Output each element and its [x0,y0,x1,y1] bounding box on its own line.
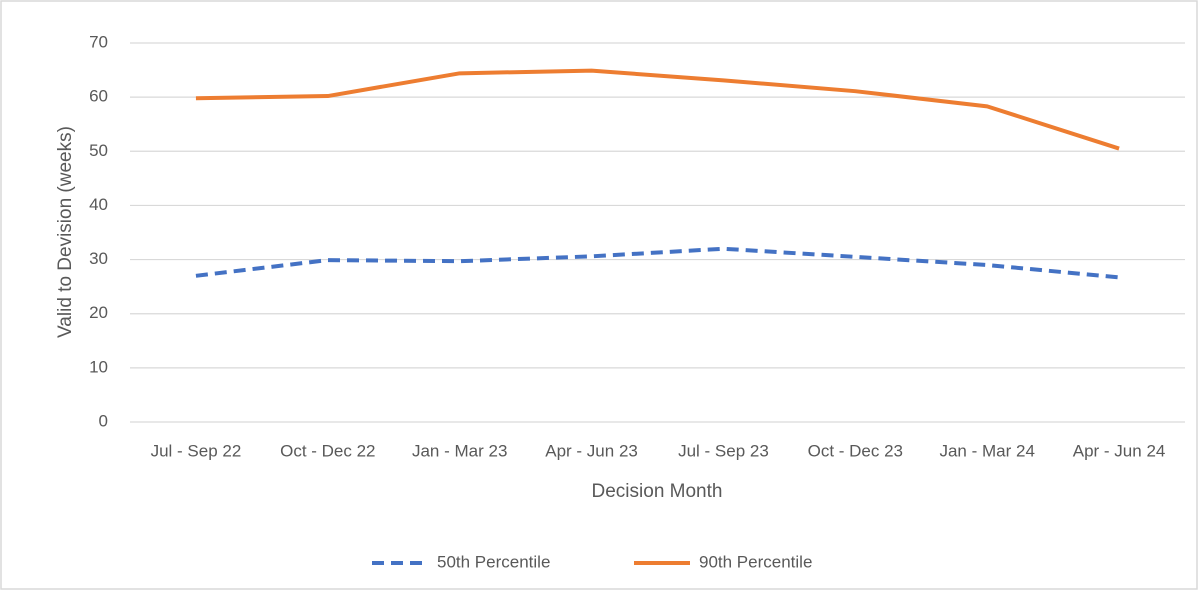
series-line [195,68,1120,151]
y-axis-title: Valid to Devision (weeks) [55,126,76,338]
x-tick-label: Jan - Mar 23 [412,441,507,460]
legend-label: 90th Percentile [699,552,812,571]
x-tick-label: Oct - Dec 22 [280,441,375,460]
x-tick-label: Jan - Mar 24 [939,441,1034,460]
x-tick-label: Oct - Dec 23 [808,441,903,460]
x-axis-title: Decision Month [592,481,723,502]
series-line [195,246,1120,280]
y-tick-label: 10 [89,357,108,376]
x-tick-label: Jul - Sep 23 [678,441,769,460]
x-tick-label: Jul - Sep 22 [151,441,242,460]
y-tick-label: 60 [89,87,108,106]
y-tick-label: 70 [89,32,108,51]
y-tick-label: 50 [89,141,108,160]
y-tick-label: 40 [89,195,108,214]
legend-label: 50th Percentile [437,552,550,571]
x-tick-label: Apr - Jun 23 [545,441,638,460]
x-tick-label: Apr - Jun 24 [1073,441,1166,460]
y-tick-label: 20 [89,303,108,322]
y-tick-label: 0 [99,411,108,430]
y-tick-label: 30 [89,249,108,268]
